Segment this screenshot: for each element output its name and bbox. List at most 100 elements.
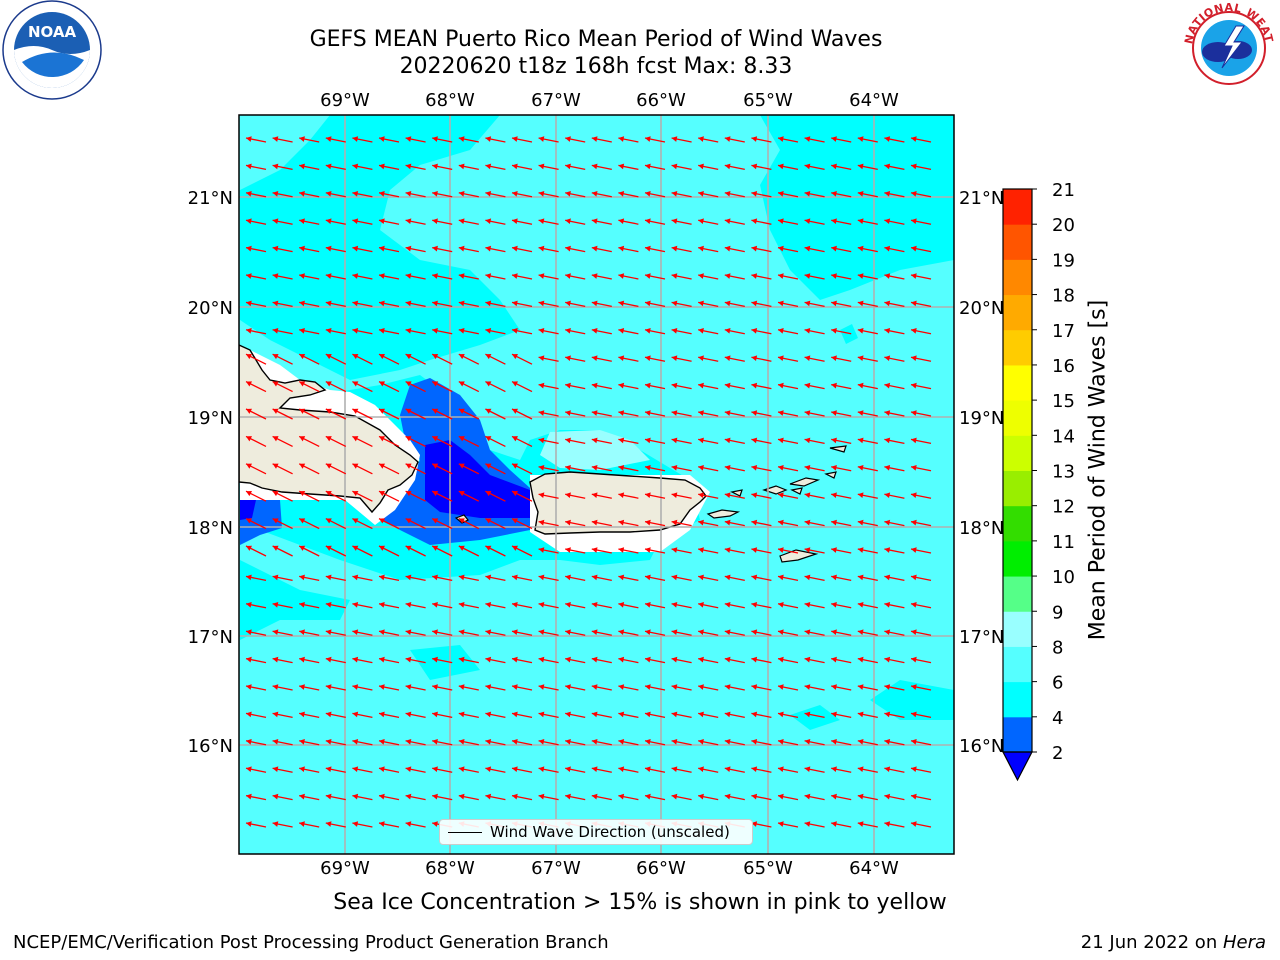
colorbar-segment [1003,470,1032,507]
wave-direction-arrow [671,519,692,527]
wave-direction-arrow [378,218,400,225]
wave-direction-arrow [884,218,905,225]
wave-direction-arrow [511,629,533,636]
wave-direction-arrow [698,629,719,636]
wave-direction-arrow [910,437,932,445]
wave-direction-arrow [591,574,612,582]
wave-direction-arrow [458,353,480,365]
wave-direction-arrow [405,490,426,502]
wave-direction-arrow [511,408,533,420]
wave-direction-arrow [565,465,586,472]
wave-direction-arrow [432,163,453,171]
wave-direction-arrow [298,353,320,365]
wave-direction-arrow [378,574,400,582]
wave-direction-arrow [831,492,852,499]
wave-direction-arrow [831,793,852,801]
colorbar-tick-label: 19 [1052,250,1075,271]
colorbar-segment [1003,540,1032,577]
wave-direction-arrow [777,218,799,225]
wave-direction-arrow [352,629,373,636]
wave-direction-arrow [245,656,267,664]
wave-direction-arrow [272,739,293,746]
wave-direction-arrow [777,163,799,171]
wave-direction-arrow [698,410,719,417]
wave-direction-arrow [751,245,772,253]
colorbar-tick-label: 15 [1052,391,1075,412]
wave-direction-arrow [591,163,612,171]
wave-direction-arrow [591,245,612,253]
wave-direction-arrow [538,437,559,445]
wave-direction-arrow [698,191,719,198]
footer-machine: Hera [1222,932,1266,953]
colorbar-tick-label: 6 [1052,673,1063,694]
wave-direction-arrow [458,245,479,253]
wave-direction-arrow [565,136,586,143]
wave-direction-arrow [910,629,932,636]
footer-date-text: 21 Jun 2022 on [1080,932,1223,953]
wave-direction-arrow [511,273,533,280]
wave-direction-arrow [857,519,878,527]
wave-direction-arrow [272,711,293,719]
wave-direction-arrow [751,300,772,308]
wave-direction-arrow [591,328,612,335]
wave-direction-arrow [644,739,666,746]
wave-direction-arrow [432,328,453,335]
wave-direction-arrow [325,490,347,502]
wave-direction-arrow [272,408,293,420]
wave-direction-arrow [591,465,612,472]
wave-direction-arrow [352,300,373,308]
wave-direction-arrow [485,463,506,475]
wave-direction-arrow [591,519,612,527]
wave-direction-arrow [485,602,506,609]
wave-direction-arrow [724,136,745,143]
wave-direction-arrow [724,191,745,198]
wave-direction-arrow [485,766,506,773]
wave-direction-arrow [724,163,745,171]
wave-direction-arrow [857,382,878,390]
wave-direction-arrow [618,328,639,335]
wave-direction-arrow [777,355,799,362]
wave-direction-arrow [698,793,719,801]
wave-direction-arrow [671,574,692,582]
wave-direction-arrow [378,490,400,502]
wave-direction-arrow [671,328,692,335]
wave-direction-arrow [644,300,666,308]
wave-direction-arrow [458,435,480,447]
wave-direction-arrow [884,684,905,691]
wave-direction-arrow [538,629,559,636]
wave-direction-arrow [432,218,453,225]
wave-direction-arrow [751,711,772,719]
wave-direction-arrow [245,245,267,253]
wave-direction-arrow [857,328,878,335]
wave-direction-arrow [724,245,745,253]
wave-direction-arrow [431,435,453,447]
wave-direction-arrow [325,629,346,636]
wave-direction-arrow [485,245,506,253]
wave-direction-arrow [272,136,293,143]
wave-direction-arrow [910,602,932,609]
wave-direction-arrow [591,355,612,362]
wave-direction-arrow [884,547,905,554]
wave-direction-arrow [538,684,559,691]
colorbar-label: Mean Period of Wind Waves [s] [1085,299,1111,641]
wave-direction-arrow [671,218,692,225]
wave-direction-arrow [352,163,373,171]
wave-direction-arrow [245,463,267,475]
wave-direction-arrow [777,136,799,143]
wave-direction-arrow [299,739,320,746]
wave-direction-arrow [804,793,825,801]
wave-direction-arrow [777,465,799,472]
wave-direction-arrow [458,545,480,557]
wave-direction-arrow [591,656,612,664]
wave-direction-arrow [511,518,533,530]
wave-direction-arrow [618,245,639,253]
wave-direction-arrow [804,245,825,253]
wave-direction-arrow [671,437,692,445]
wave-direction-arrow [644,410,666,417]
wave-direction-arrow [698,766,719,773]
wave-direction-arrow [352,218,373,225]
wave-direction-arrow [458,273,479,280]
wave-direction-arrow [538,574,559,582]
wave-direction-arrow [485,191,506,198]
